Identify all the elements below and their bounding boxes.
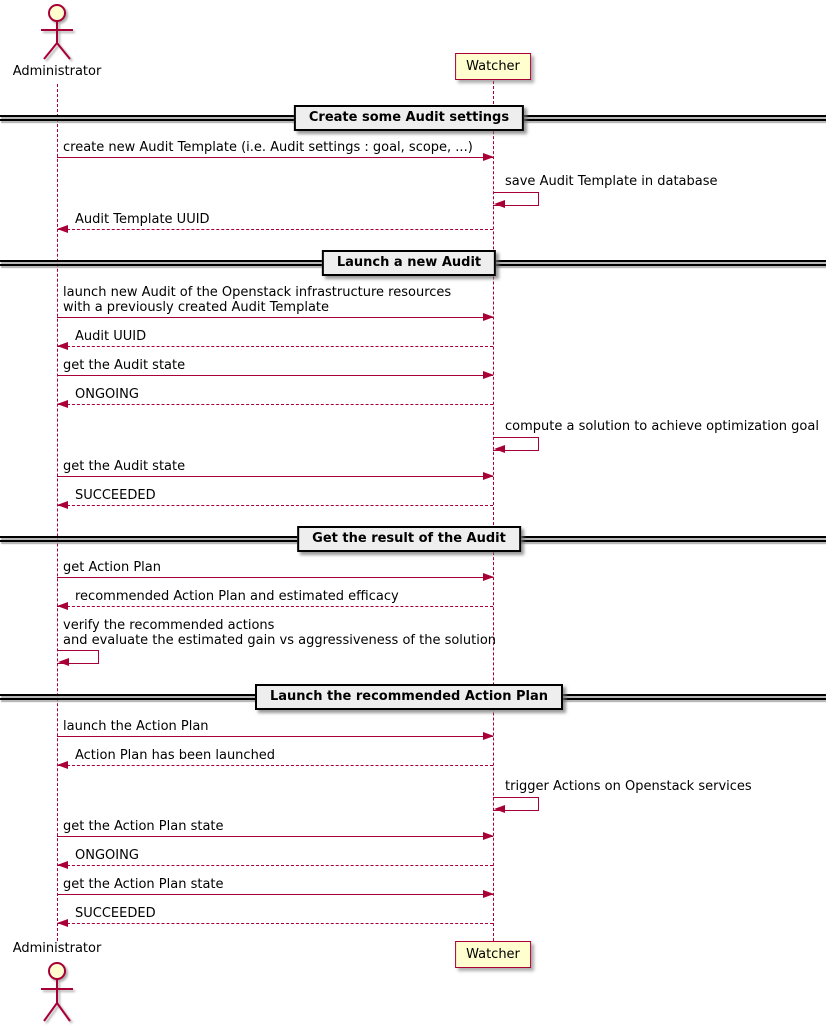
administrator-label-top: Administrator [12, 64, 102, 79]
message-line [57, 923, 493, 924]
message-line [57, 736, 493, 737]
message-line [57, 894, 493, 895]
administrator-actor-icon [41, 4, 73, 60]
arrowhead-left [57, 919, 68, 927]
arrowhead-left [57, 861, 68, 869]
self-message-loop [493, 797, 539, 811]
message-line [57, 157, 493, 158]
message-label: SUCCEEDED [75, 488, 156, 503]
arrowhead-right [483, 472, 494, 480]
message-label: launch the Action Plan [63, 719, 209, 734]
message-label: Audit Template UUID [75, 212, 210, 227]
self-message-loop [493, 192, 539, 206]
self-message-label: save Audit Template in database [505, 174, 718, 189]
message-label: Action Plan has been launched [75, 748, 276, 763]
self-message-label: verify the recommended actions and evalu… [63, 618, 497, 648]
message-label: ONGOING [75, 387, 139, 402]
lifeline-administrator [57, 84, 58, 941]
message-label: get the Action Plan state [63, 819, 224, 834]
message-line [57, 375, 493, 376]
message-label: get the Audit state [63, 459, 186, 474]
message-line [57, 505, 493, 506]
arrowhead-right [483, 153, 494, 161]
arrowhead-right [483, 313, 494, 321]
message-line [57, 317, 493, 318]
message-line [57, 476, 493, 477]
arrowhead-right [483, 371, 494, 379]
arrowhead-left [58, 658, 69, 666]
divider-label: Get the result of the Audit [297, 526, 521, 552]
message-label: get the Audit state [63, 358, 186, 373]
message-line [57, 765, 493, 766]
arrowhead-left [57, 400, 68, 408]
message-line [57, 346, 493, 347]
self-message-label: trigger Actions on Openstack services [505, 779, 752, 794]
message-label: get Action Plan [63, 560, 161, 575]
administrator-actor-icon [41, 962, 73, 1022]
arrowhead-right [483, 890, 494, 898]
divider-label: Create some Audit settings [293, 105, 525, 131]
arrowhead-right [483, 573, 494, 581]
message-label: ONGOING [75, 848, 139, 863]
participant-watcher-bottom: Watcher [455, 941, 531, 968]
arrowhead-left [57, 225, 68, 233]
message-label: get the Action Plan state [63, 877, 224, 892]
arrowhead-left [57, 501, 68, 509]
message-line [57, 229, 493, 230]
self-message-loop [493, 437, 539, 451]
arrowhead-right [483, 732, 494, 740]
message-line [57, 606, 493, 607]
message-line [57, 404, 493, 405]
divider-label: Launch a new Audit [321, 250, 497, 276]
arrowhead-left [494, 805, 505, 813]
arrowhead-left [494, 445, 505, 453]
administrator-label-bottom: Administrator [12, 941, 102, 956]
divider-label: Launch the recommended Action Plan [254, 684, 564, 710]
arrowhead-left [57, 602, 68, 610]
arrowhead-left [57, 342, 68, 350]
message-label: recommended Action Plan and estimated ef… [75, 589, 399, 604]
self-message-loop [57, 650, 99, 664]
message-label: create new Audit Template (i.e. Audit se… [63, 140, 473, 155]
lifeline-watcher [493, 81, 494, 941]
message-label: launch new Audit of the Openstack infras… [63, 285, 452, 315]
arrowhead-right [483, 832, 494, 840]
arrowhead-left [57, 761, 68, 769]
self-message-label: compute a solution to achieve optimizati… [505, 419, 819, 434]
message-label: Audit UUID [75, 329, 147, 344]
message-line [57, 865, 493, 866]
message-line [57, 577, 493, 578]
participant-watcher-top: Watcher [455, 53, 531, 80]
arrowhead-left [494, 200, 505, 208]
message-label: SUCCEEDED [75, 906, 156, 921]
message-line [57, 836, 493, 837]
